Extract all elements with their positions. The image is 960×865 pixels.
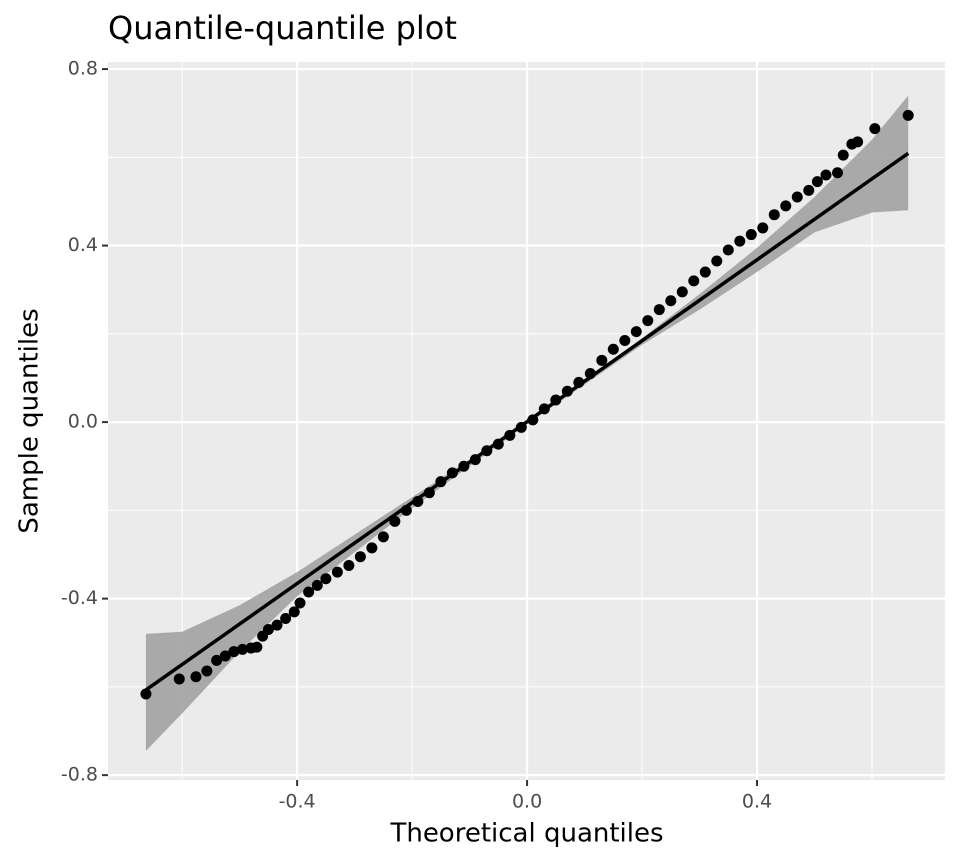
point (366, 542, 378, 554)
point (676, 286, 688, 298)
point (303, 586, 315, 598)
y-axis-title: Sample quantiles (15, 308, 45, 533)
point (251, 641, 263, 653)
x-axis-title: Theoretical quantiles (389, 819, 663, 849)
point (211, 654, 223, 666)
point (791, 191, 803, 203)
point (262, 624, 274, 636)
point (665, 295, 677, 307)
y-tick-label: -0.4 (61, 587, 98, 609)
chart-title: Quantile-quantile plot (108, 9, 457, 47)
point (745, 229, 757, 241)
point (811, 176, 823, 188)
x-tick-label: 0.4 (742, 791, 772, 813)
point (837, 149, 849, 161)
point (343, 560, 355, 572)
x-tick-label: -0.4 (279, 791, 316, 813)
point (688, 275, 700, 287)
x-tick-label: 0.0 (512, 791, 542, 813)
point (201, 665, 213, 677)
point (803, 184, 815, 196)
point (271, 619, 283, 631)
point (642, 315, 654, 327)
y-tick-label: 0.8 (68, 58, 98, 80)
fit-line (144, 151, 910, 692)
point (190, 671, 202, 683)
point (722, 244, 734, 256)
point (237, 643, 249, 655)
point (619, 334, 631, 346)
point (757, 222, 769, 234)
point (820, 169, 832, 181)
y-tick-label: 0.4 (68, 234, 98, 256)
point (768, 209, 780, 221)
point (630, 326, 642, 338)
point (653, 304, 665, 316)
point (699, 266, 711, 278)
point (354, 551, 366, 563)
point (832, 167, 844, 179)
point (311, 579, 323, 591)
point (902, 109, 914, 121)
y-tick-label: 0.0 (68, 411, 98, 433)
point (596, 354, 608, 366)
y-tick-label: -0.8 (61, 764, 98, 786)
point (288, 606, 300, 618)
point (607, 343, 619, 355)
point (852, 136, 864, 148)
point (331, 566, 343, 578)
point (280, 612, 292, 624)
point (320, 573, 332, 585)
point (219, 650, 231, 662)
point (140, 688, 152, 700)
point (711, 255, 723, 267)
point (173, 673, 185, 685)
point (377, 531, 389, 543)
point (780, 200, 792, 212)
point (294, 597, 306, 609)
point (228, 646, 240, 658)
point (734, 235, 746, 247)
point (869, 123, 881, 135)
